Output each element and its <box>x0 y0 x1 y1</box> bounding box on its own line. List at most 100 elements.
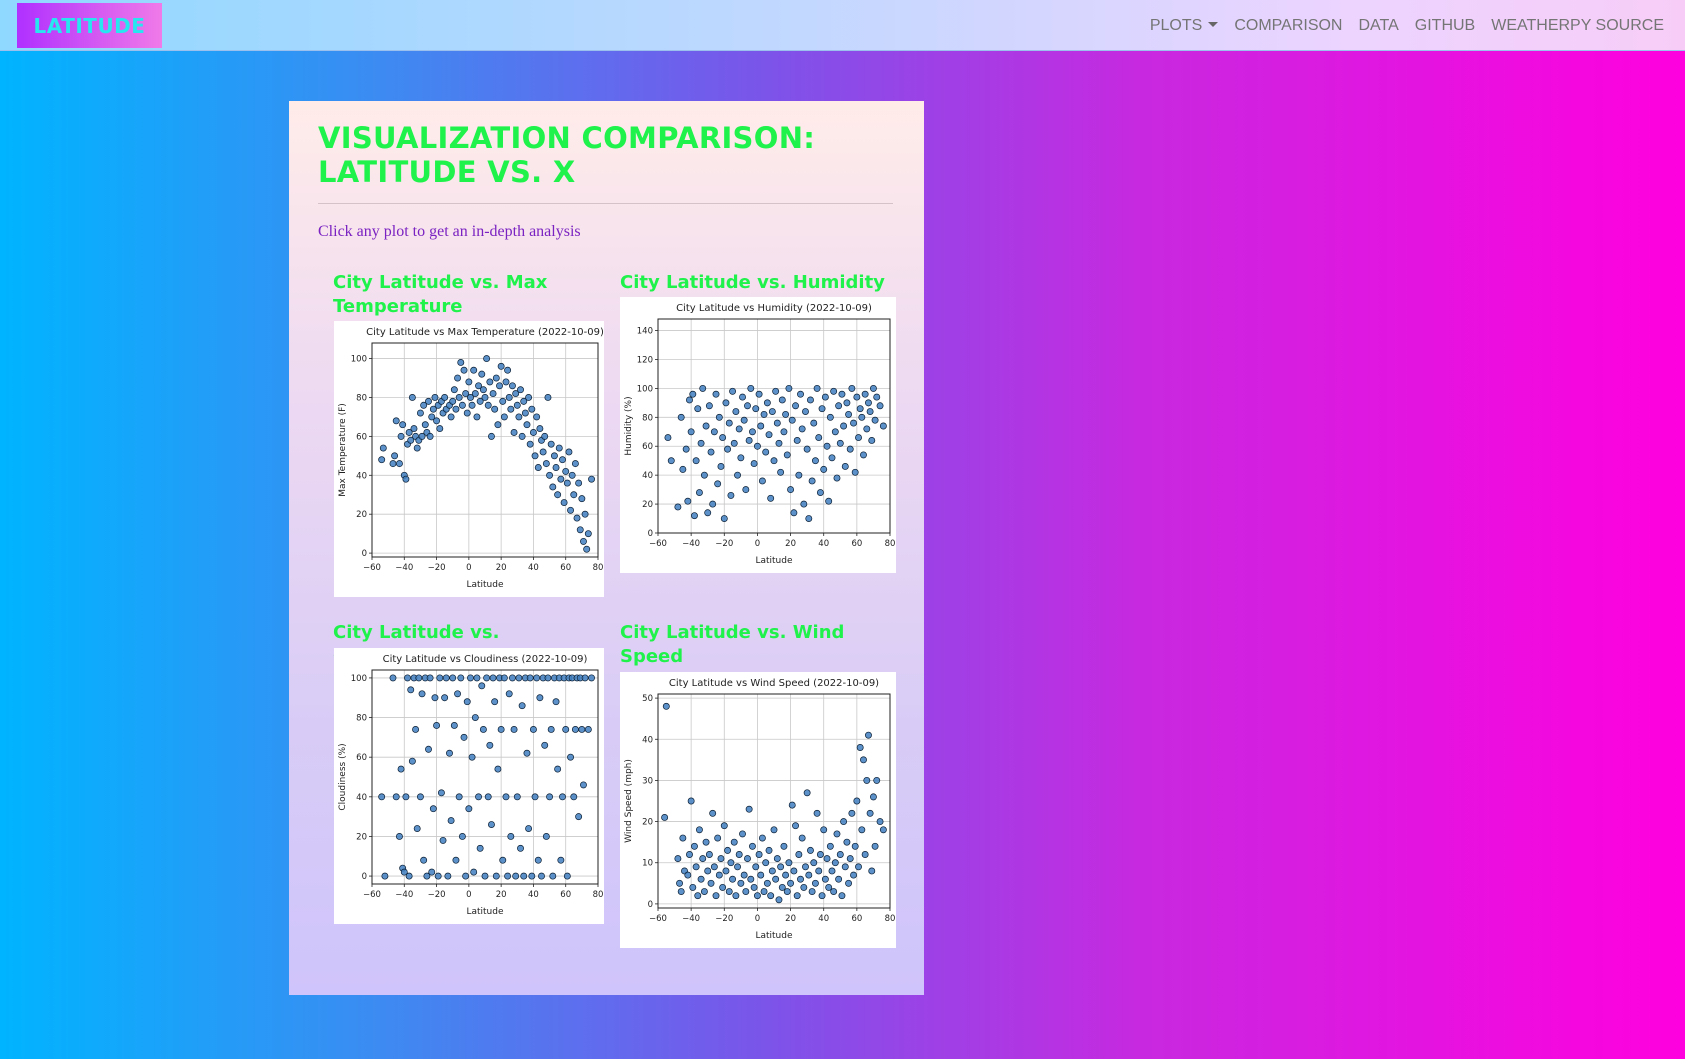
data-point <box>505 690 513 698</box>
data-point <box>510 725 518 733</box>
data-point <box>402 793 410 801</box>
brand-logo[interactable]: LATITUDE <box>17 3 162 48</box>
nav-weatherpy-source[interactable]: WEATHERPY SOURCE <box>1491 16 1664 34</box>
y-tick-label: 40 <box>356 793 367 803</box>
data-point <box>855 434 862 442</box>
data-point <box>697 439 705 447</box>
data-point <box>790 509 798 517</box>
data-point <box>805 515 813 522</box>
data-point <box>664 434 672 442</box>
data-point <box>840 818 848 826</box>
x-tick-label: 0 <box>466 563 471 573</box>
data-point <box>727 859 735 867</box>
data-point <box>457 674 465 682</box>
data-point <box>470 868 478 876</box>
data-point <box>734 863 741 871</box>
data-point <box>704 509 712 517</box>
data-point <box>808 888 816 895</box>
data-point <box>768 867 776 875</box>
data-point <box>820 465 828 473</box>
data-point <box>549 483 557 491</box>
data-point <box>476 397 484 405</box>
data-point <box>571 725 579 733</box>
data-point <box>499 856 507 864</box>
data-point <box>397 432 405 440</box>
data-point <box>518 432 526 440</box>
data-point <box>873 776 881 784</box>
data-point <box>392 417 400 425</box>
data-point <box>570 793 578 801</box>
data-point <box>528 872 536 880</box>
data-point <box>807 846 814 854</box>
y-tick-label: 100 <box>351 674 367 684</box>
data-point <box>826 842 834 850</box>
data-point <box>437 789 445 797</box>
x-tick-label: 0 <box>466 890 471 900</box>
nav-comparison[interactable]: COMPARISON <box>1234 16 1343 34</box>
y-tick-label: 0 <box>648 900 653 910</box>
wind-speed-plot[interactable]: City Latitude vs Wind Speed (2022-10-09)… <box>620 672 896 948</box>
data-point <box>463 698 471 706</box>
nav-github[interactable]: GITHUB <box>1414 16 1476 34</box>
data-point <box>542 460 550 468</box>
data-point <box>850 419 857 427</box>
nav-data[interactable]: DATA <box>1358 16 1399 34</box>
data-point <box>797 390 804 398</box>
data-point <box>510 429 518 436</box>
plot-frame <box>657 318 891 534</box>
x-tick-label: 60 <box>560 890 571 900</box>
data-point <box>843 399 851 407</box>
data-point <box>471 714 479 722</box>
nav-plots-dropdown[interactable]: PLOTS <box>1150 17 1219 35</box>
data-point <box>465 378 473 386</box>
data-point <box>691 842 698 850</box>
data-point <box>810 419 818 427</box>
data-point <box>869 793 877 801</box>
data-point <box>450 386 458 394</box>
data-point <box>500 413 508 421</box>
data-point <box>686 851 693 858</box>
data-point <box>679 465 687 473</box>
data-point <box>446 749 453 757</box>
data-point <box>583 545 591 553</box>
cloudiness-plot[interactable]: City Latitude vs Cloudiness (2022-10-09)… <box>334 648 604 924</box>
data-point <box>378 793 386 801</box>
data-point <box>782 410 790 418</box>
x-tick-label: −60 <box>649 914 667 924</box>
data-point <box>816 489 824 496</box>
data-point <box>695 489 703 496</box>
y-axis-label: Humidity (%) <box>624 396 634 455</box>
data-point <box>674 855 682 863</box>
y-tick-label: 120 <box>637 355 653 365</box>
plot-heading-line1: City Latitude vs. Humidity <box>620 272 885 293</box>
data-point <box>858 826 866 834</box>
data-point <box>714 480 722 488</box>
data-point <box>700 471 708 479</box>
data-point <box>749 842 756 850</box>
data-point <box>717 463 725 470</box>
data-point <box>848 384 856 392</box>
data-point <box>534 464 542 471</box>
data-point <box>841 863 849 871</box>
plot-heading-line1: City Latitude vs. Max <box>333 272 548 293</box>
data-point <box>470 366 478 374</box>
data-point <box>421 421 429 429</box>
data-point <box>584 530 592 538</box>
x-tick-label: −20 <box>715 539 733 549</box>
x-tick-label: −60 <box>363 890 381 900</box>
data-point <box>740 871 748 879</box>
data-point <box>858 413 866 421</box>
x-tick-label: 40 <box>528 563 539 573</box>
data-point <box>499 397 507 405</box>
max-temperature-plot[interactable]: City Latitude vs Max Temperature (2022-1… <box>334 321 604 597</box>
data-point <box>808 477 816 485</box>
data-point <box>407 436 415 444</box>
data-point <box>722 399 730 407</box>
data-point <box>788 801 796 809</box>
data-point <box>838 892 846 900</box>
humidity-plot[interactable]: City Latitude vs Humidity (2022-10-09) −6… <box>620 297 896 573</box>
data-point <box>755 390 763 398</box>
data-point <box>709 500 717 508</box>
data-point <box>861 851 869 858</box>
x-tick-label: 0 <box>755 914 760 924</box>
